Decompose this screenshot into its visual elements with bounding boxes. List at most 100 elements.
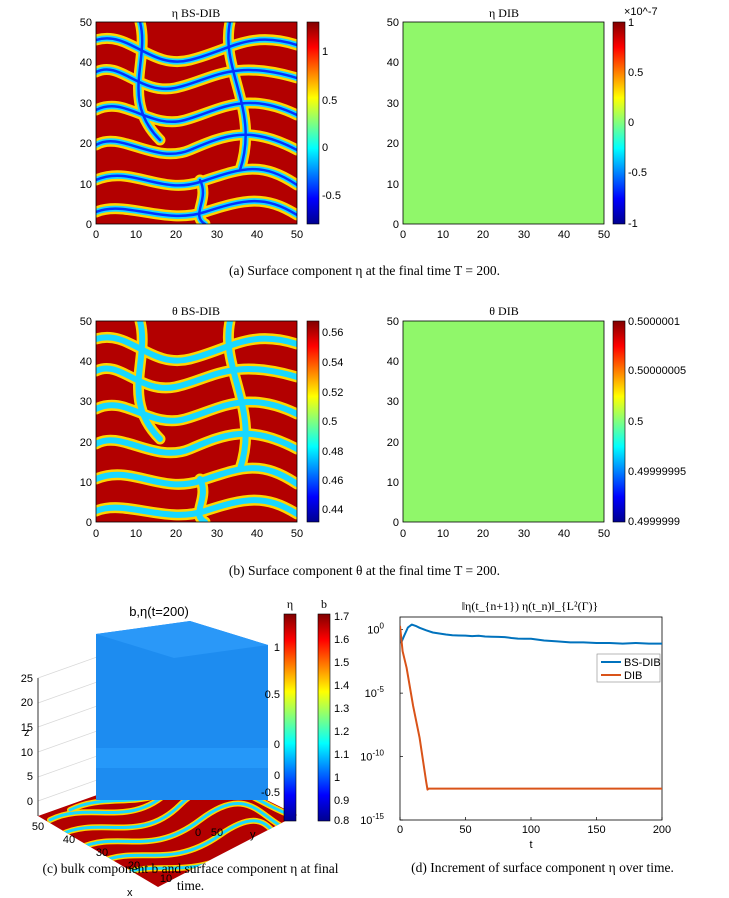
panel-c: b,η(t=200) bbox=[21, 597, 350, 898]
eta-colorbar-label: η bbox=[287, 597, 293, 611]
chart-title: ‖η(t_{n+1}) η(t_n)‖_{L²(Γ)} bbox=[462, 599, 599, 613]
heatmap-eta-dib: η DIB 0 10 20 30 40 50 0 10 20 30 40 50 … bbox=[387, 6, 658, 241]
heatmap-eta-bsdib: η BS-DIB bbox=[80, 6, 341, 241]
x-axis-ticks: 50 40 30 20 10 0 bbox=[32, 821, 201, 885]
x-tick-label: 150 bbox=[587, 824, 605, 836]
svg-text:30: 30 bbox=[518, 229, 530, 241]
bulk-interface bbox=[96, 748, 268, 768]
x-axis-ticks: 0 10 20 30 40 50 bbox=[93, 229, 303, 241]
svg-text:50: 50 bbox=[387, 17, 399, 29]
svg-text:10: 10 bbox=[437, 528, 449, 540]
svg-text:30: 30 bbox=[96, 847, 108, 859]
svg-text:50: 50 bbox=[32, 821, 44, 833]
svg-text:10: 10 bbox=[387, 179, 399, 191]
heatmap-title: η DIB bbox=[489, 6, 519, 20]
chart-lines bbox=[400, 623, 662, 791]
svg-text:1: 1 bbox=[322, 46, 328, 58]
colorbar bbox=[306, 21, 320, 225]
y-tick-label: 10-15 bbox=[360, 812, 384, 827]
colorbar-ticks: 1 0.5 0 -0.5 bbox=[322, 46, 341, 202]
svg-text:1.2: 1.2 bbox=[334, 726, 349, 738]
b-colorbar-ticks: 1.7 1.6 1.5 1.4 1.3 1.2 1.1 1 0.9 0.8 bbox=[334, 611, 349, 827]
svg-text:1.5: 1.5 bbox=[334, 657, 349, 669]
svg-text:-0.5: -0.5 bbox=[628, 167, 647, 179]
x-tick-label: 100 bbox=[522, 824, 540, 836]
panel-b: θ BS-DIB bbox=[80, 304, 686, 540]
x-axis-ticks: 0 10 20 30 40 50 bbox=[400, 528, 610, 540]
x-axis-ticks: 0 10 20 30 40 50 bbox=[93, 528, 303, 540]
uniform-field bbox=[402, 320, 605, 523]
svg-text:0: 0 bbox=[400, 229, 406, 241]
legend-label-dib: DIB bbox=[624, 670, 642, 682]
svg-text:40: 40 bbox=[558, 528, 570, 540]
svg-text:40: 40 bbox=[558, 229, 570, 241]
series-line-bs-dib bbox=[400, 623, 662, 645]
svg-text:0: 0 bbox=[195, 827, 201, 839]
svg-text:50: 50 bbox=[291, 528, 303, 540]
uniform-field bbox=[402, 21, 605, 225]
x-axis-label: t bbox=[529, 839, 532, 851]
heatmap-theta-dib: θ DIB 0 10 20 30 40 50 0 10 20 30 40 50 … bbox=[387, 304, 686, 540]
svg-text:0.8: 0.8 bbox=[334, 815, 349, 827]
y-axis-label: y bbox=[250, 829, 256, 841]
svg-text:30: 30 bbox=[387, 396, 399, 408]
svg-text:20: 20 bbox=[80, 437, 92, 449]
svg-text:40: 40 bbox=[251, 229, 263, 241]
svg-text:1: 1 bbox=[628, 17, 634, 29]
svg-text:50: 50 bbox=[598, 528, 610, 540]
svg-text:-1: -1 bbox=[628, 218, 638, 230]
y-tick-label: 10-5 bbox=[365, 685, 385, 700]
svg-text:20: 20 bbox=[387, 138, 399, 150]
colorbar bbox=[612, 320, 626, 523]
svg-text:0: 0 bbox=[628, 117, 634, 129]
svg-text:0.48: 0.48 bbox=[322, 446, 343, 458]
svg-text:0.5: 0.5 bbox=[322, 416, 337, 428]
svg-text:0.5: 0.5 bbox=[628, 416, 643, 428]
svg-text:20: 20 bbox=[128, 860, 140, 872]
svg-text:40: 40 bbox=[387, 57, 399, 69]
svg-text:0: 0 bbox=[322, 142, 328, 154]
svg-text:1.3: 1.3 bbox=[334, 703, 349, 715]
caption-d: (d) Increment of surface component η ove… bbox=[411, 860, 674, 875]
svg-text:0.54: 0.54 bbox=[322, 357, 343, 369]
svg-text:0: 0 bbox=[86, 517, 92, 529]
svg-text:1.1: 1.1 bbox=[334, 749, 349, 761]
svg-text:10: 10 bbox=[437, 229, 449, 241]
svg-text:1.4: 1.4 bbox=[334, 680, 349, 692]
svg-text:30: 30 bbox=[80, 98, 92, 110]
svg-text:1.6: 1.6 bbox=[334, 634, 349, 646]
y-tick-label: 10-10 bbox=[360, 749, 384, 764]
svg-text:10: 10 bbox=[387, 477, 399, 489]
y-tick-label: 100 bbox=[367, 622, 384, 637]
heatmap-title: θ BS-DIB bbox=[172, 304, 220, 318]
svg-text:0: 0 bbox=[274, 770, 280, 782]
b-colorbar bbox=[317, 613, 331, 822]
svg-text:0.44: 0.44 bbox=[322, 504, 343, 516]
z-axis-label: z bbox=[24, 727, 30, 739]
svg-text:30: 30 bbox=[387, 98, 399, 110]
svg-text:0.49999995: 0.49999995 bbox=[628, 466, 686, 478]
y-axis-ticks: 0 10 20 30 40 50 bbox=[387, 17, 399, 231]
caption-c: (c) bulk component b and surface compone… bbox=[18, 860, 363, 894]
svg-text:40: 40 bbox=[80, 57, 92, 69]
heatmap-theta-bsdib: θ BS-DIB bbox=[80, 304, 344, 540]
colorbar bbox=[612, 21, 626, 225]
svg-text:0.5000001: 0.5000001 bbox=[628, 316, 680, 328]
svg-text:0.5: 0.5 bbox=[322, 95, 337, 107]
heatmap-title: η BS-DIB bbox=[172, 6, 221, 20]
colorbar bbox=[306, 320, 320, 523]
x-tick-label: 0 bbox=[397, 824, 403, 836]
y-axis-ticks: 0 10 20 30 40 50 bbox=[387, 316, 399, 529]
svg-text:40: 40 bbox=[63, 834, 75, 846]
svg-text:50: 50 bbox=[598, 229, 610, 241]
caption-b: (b) Surface component θ at the final tim… bbox=[228, 563, 501, 578]
svg-text:0.46: 0.46 bbox=[322, 475, 343, 487]
svg-text:0: 0 bbox=[27, 796, 33, 808]
x-tick-label: 200 bbox=[653, 824, 671, 836]
svg-text:0.5: 0.5 bbox=[265, 689, 280, 701]
svg-text:0: 0 bbox=[93, 229, 99, 241]
svg-text:40: 40 bbox=[80, 356, 92, 368]
svg-text:10: 10 bbox=[80, 477, 92, 489]
svg-text:0: 0 bbox=[86, 219, 92, 231]
caption-c-line1: (c) bulk component b and surface compone… bbox=[42, 861, 339, 876]
